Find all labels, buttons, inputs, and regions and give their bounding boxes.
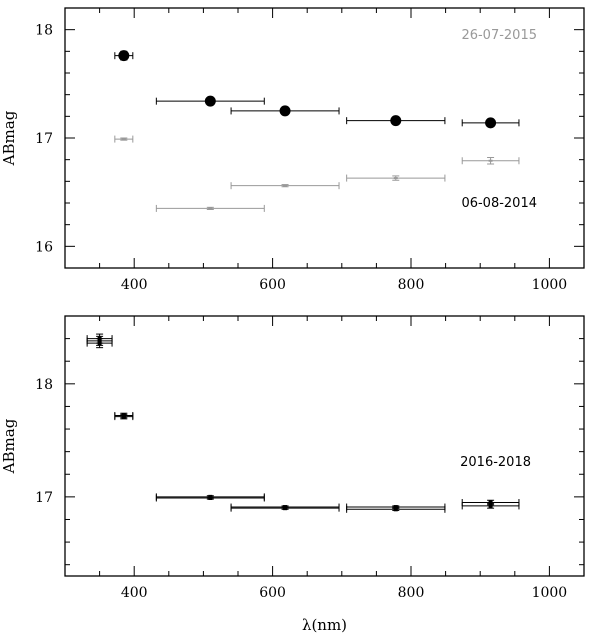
y-tick-label: 17: [35, 131, 53, 147]
data-point: [114, 50, 134, 62]
data-point: [461, 117, 520, 129]
data-point: [155, 95, 265, 107]
panel-top: 400 600 800 1000 16 17 18 ABmag 26-07-2015 06-08-…: [0, 7, 585, 293]
y-axis-label: ABmag: [0, 110, 18, 166]
point-marker: [390, 115, 402, 127]
point-marker: [118, 50, 130, 62]
point-marker: [208, 494, 213, 499]
point-marker: [393, 505, 398, 510]
data-point: [346, 115, 446, 127]
x-tick-label: 800: [398, 585, 425, 601]
x-tick-label: 1000: [532, 277, 568, 293]
annotation-label: 06-08-2014: [461, 196, 537, 211]
point-marker: [279, 105, 291, 117]
data-point: [346, 174, 446, 182]
x-tick-label: 600: [259, 277, 286, 293]
point-marker: [488, 500, 493, 505]
annotation-label: 2016-2018: [460, 455, 531, 470]
data-point: [155, 204, 265, 212]
point-marker: [121, 413, 126, 418]
x-axis-label: λ(nm): [302, 616, 347, 634]
panel-bottom: 400 600 800 1000 17 18 ABmag λ(nm) 2016-2018: [0, 315, 585, 634]
point-marker: [283, 505, 288, 510]
data-point: [461, 157, 520, 165]
data-point: [114, 135, 134, 143]
data-point: [346, 503, 446, 511]
data-point: [230, 182, 340, 190]
data-point: [86, 333, 113, 344]
data-point: [230, 503, 340, 511]
y-tick-label: 18: [35, 23, 53, 39]
x-tick-label: 600: [259, 585, 286, 601]
x-tick-label: 400: [121, 585, 148, 601]
x-tick-label: 400: [121, 277, 148, 293]
x-tick-label: 800: [398, 277, 425, 293]
data-point: [230, 105, 340, 117]
point-marker: [488, 503, 493, 508]
annotation-label: 26-07-2015: [461, 28, 537, 43]
y-axis-label: ABmag: [0, 418, 18, 474]
y-tick-label: 18: [35, 377, 53, 393]
data-point: [155, 493, 265, 501]
point-marker: [204, 95, 216, 107]
plot-frame: [64, 315, 585, 577]
point-marker: [97, 336, 102, 341]
point-marker: [393, 507, 398, 512]
data-point: [114, 411, 134, 419]
y-tick-label: 16: [35, 239, 53, 255]
point-marker: [485, 117, 497, 129]
data-point: [461, 499, 520, 507]
x-tick-label: 1000: [532, 585, 568, 601]
plot-frame: [64, 7, 585, 269]
y-tick-label: 17: [35, 490, 53, 506]
